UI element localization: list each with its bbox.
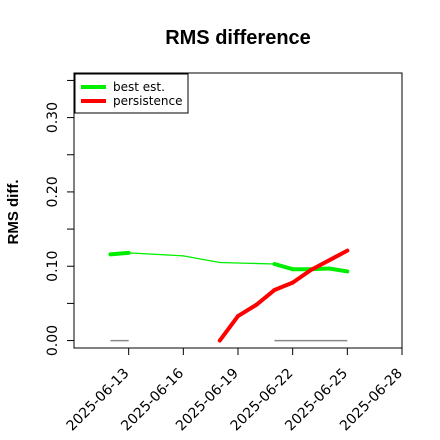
series-segment [272, 280, 295, 293]
chart-title: RMS difference [165, 27, 311, 49]
x-axis: 2025-06-132025-06-162025-06-192025-06-22… [64, 348, 406, 434]
series-segment [236, 302, 259, 319]
series-persistence [217, 248, 350, 343]
series-segment [108, 250, 131, 257]
legend: best est.persistence [74, 73, 189, 114]
y-tick-label: 0.30 [45, 102, 61, 133]
y-tick-label: 0.00 [45, 325, 61, 356]
series-best-est [108, 250, 350, 274]
series-segment [254, 288, 277, 307]
y-axis: 0.00 0.10 0.20 0.30 [45, 79, 74, 356]
y-tick-label: 0.10 [45, 251, 61, 282]
plot-frame [73, 72, 403, 349]
series-segment [308, 258, 332, 272]
legend-label: best est. [113, 80, 165, 94]
series-segment [290, 267, 313, 285]
series-segment [217, 314, 240, 343]
legend-label: persistence [113, 94, 182, 108]
series-segment [182, 255, 221, 264]
legend-box [74, 73, 189, 114]
y-axis-label: RMS diff. [5, 180, 22, 245]
series-segment [327, 266, 350, 274]
series-layer [108, 248, 350, 343]
series-segment [272, 262, 295, 272]
series-segment [219, 261, 276, 265]
series-segment [327, 248, 350, 263]
y-tick-label: 0.20 [45, 176, 61, 207]
series-segment [128, 252, 184, 257]
